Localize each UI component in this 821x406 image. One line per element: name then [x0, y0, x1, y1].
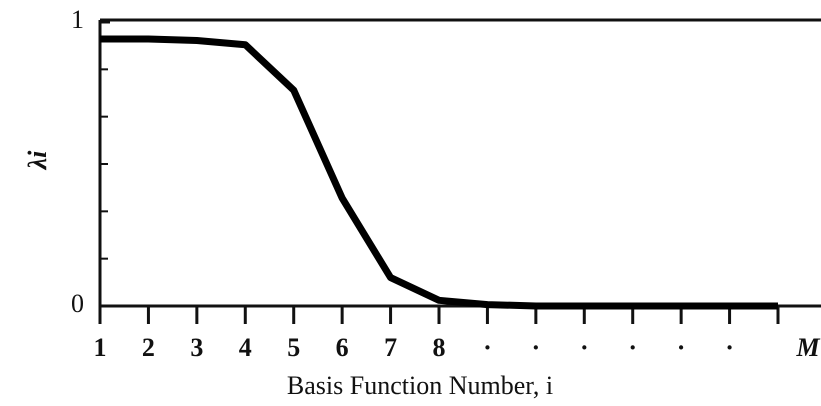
- y-axis-label: λi: [23, 150, 52, 171]
- x-tick-label: ·: [580, 333, 589, 362]
- x-tick-label: 3: [190, 333, 203, 362]
- x-tick-label: M: [795, 333, 820, 362]
- x-tick-label: 4: [239, 333, 252, 362]
- x-axis-label: Basis Function Number, i: [287, 371, 553, 400]
- y-tick-label: 0: [71, 289, 84, 318]
- x-tick-label: ·: [677, 333, 686, 362]
- data-line: [100, 35, 778, 310]
- x-tick-label: 7: [384, 333, 397, 362]
- x-tick-label: 6: [336, 333, 349, 362]
- x-tick-label: 1: [94, 333, 107, 362]
- x-tick-label: ·: [483, 333, 492, 362]
- x-tick-label: 2: [142, 333, 155, 362]
- x-tick-label: ·: [725, 333, 734, 362]
- x-tick-label: ·: [628, 333, 637, 362]
- x-tick-label: ·: [532, 333, 541, 362]
- y-tick-label: 1: [71, 5, 84, 34]
- x-tick-label: 8: [433, 333, 446, 362]
- x-tick-label: 5: [287, 333, 300, 362]
